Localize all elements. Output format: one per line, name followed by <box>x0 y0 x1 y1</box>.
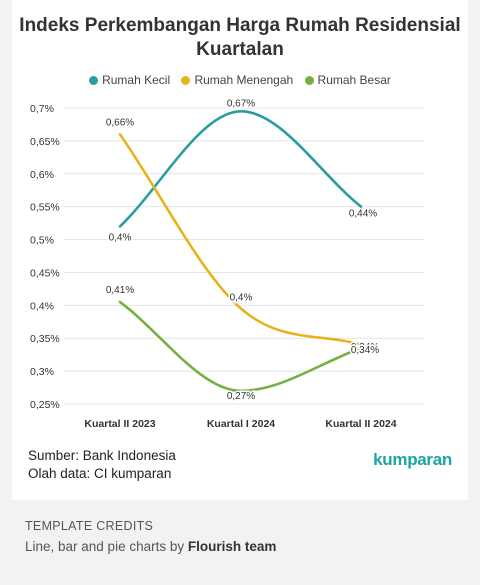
credits-text: Line, bar and pie charts by Flourish tea… <box>25 539 276 554</box>
y-tick-label: 0,35% <box>30 333 60 345</box>
data-label-rumah-kecil: 0,67% <box>227 98 255 109</box>
x-tick-label: Kuartal II 2023 <box>84 418 155 430</box>
data-label-rumah-menengah: 0,66% <box>106 117 134 128</box>
y-tick-label: 0,6% <box>30 169 54 181</box>
data-label-rumah-kecil: 0,44% <box>349 209 377 220</box>
data-label-rumah-menengah: 0,4% <box>230 293 253 304</box>
template-credits: TEMPLATE CREDITS Line, bar and pie chart… <box>25 519 276 554</box>
line-chart: 0,7% 0,65% 0,6% 0,55% 0,5% 0,45% 0,4% 0,35% 0,3%… <box>30 97 424 430</box>
legend-label-rumah-kecil: Rumah Kecil <box>102 73 171 87</box>
data-label-rumah-besar: 0,34% <box>351 345 379 356</box>
chart-title-line-2: Kuartalan <box>196 39 284 60</box>
chart-title-line-1: Indeks Perkembangan Harga Rumah Residens… <box>19 15 461 36</box>
y-tick-label: 0,3% <box>30 366 54 378</box>
source-line: Sumber: Bank Indonesia <box>28 448 176 463</box>
y-tick-label: 0,65% <box>30 136 60 148</box>
x-tick-label: Kuartal I 2024 <box>207 418 275 430</box>
legend-swatch-rumah-kecil <box>89 76 99 85</box>
legend-item-rumah-besar[interactable]: Rumah Besar <box>304 73 391 87</box>
series-line-rumah-kecil <box>118 109 363 228</box>
legend: Rumah Kecil Rumah Menengah Rumah Besar <box>12 73 468 87</box>
y-tick-label: 0,55% <box>30 202 60 214</box>
data-label-rumah-kecil: 0,4% <box>109 232 132 243</box>
data-label-rumah-besar: 0,41% <box>106 285 134 296</box>
y-tick-label: 0,5% <box>30 235 54 247</box>
source-note: Sumber: Bank Indonesia Olah data: CI kum… <box>28 447 176 483</box>
legend-item-rumah-menengah[interactable]: Rumah Menengah <box>181 73 293 87</box>
y-tick-label: 0,4% <box>30 300 54 312</box>
series-line-rumah-menengah <box>118 133 363 347</box>
legend-item-rumah-kecil[interactable]: Rumah Kecil <box>89 73 170 87</box>
legend-label-rumah-besar: Rumah Besar <box>317 73 391 87</box>
chart-card: Indeks Perkembangan Harga Rumah Residens… <box>12 0 468 500</box>
legend-swatch-rumah-menengah <box>181 76 191 85</box>
kumparan-logo[interactable]: kumparan <box>373 450 452 469</box>
credits-description: Line, bar and pie charts by <box>25 539 188 554</box>
legend-swatch-rumah-besar <box>304 76 314 85</box>
y-tick-label: 0,7% <box>30 103 54 115</box>
data-label-rumah-besar: 0,27% <box>227 391 255 402</box>
x-tick-label: Kuartal II 2024 <box>325 418 396 430</box>
credits-heading: TEMPLATE CREDITS <box>25 519 154 533</box>
credits-team-link[interactable]: Flourish team <box>187 539 277 554</box>
y-tick-label: 0,25% <box>30 399 60 411</box>
y-tick-label: 0,45% <box>30 267 60 279</box>
data-processing-line: Olah data: CI kumparan <box>28 466 172 481</box>
series-line-rumah-besar <box>118 300 363 393</box>
chart-title: Indeks Perkembangan Harga Rumah Residens… <box>12 14 468 62</box>
legend-label-rumah-menengah: Rumah Menengah <box>194 73 294 87</box>
